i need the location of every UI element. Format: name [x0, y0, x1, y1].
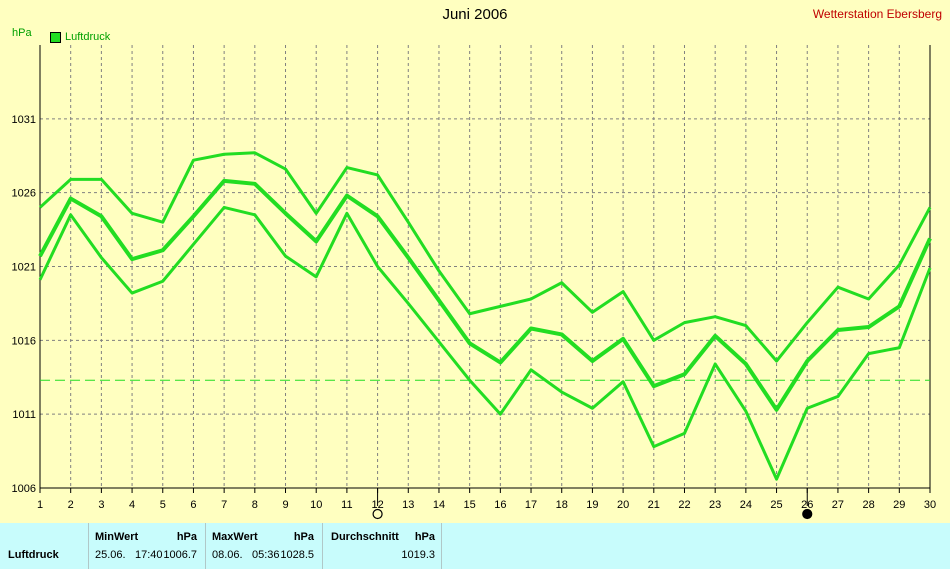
x-tick-label: 14 [433, 499, 445, 511]
y-tick-label: 1011 [12, 409, 36, 421]
x-tick-label: 2 [68, 499, 74, 511]
stats-row-label: Luftdruck [8, 549, 59, 561]
series-line-mean [38, 178, 932, 412]
station-name: Wetterstation Ebersberg [812, 7, 942, 21]
x-tick-label: 21 [648, 499, 660, 511]
min-value: 1006.7 [163, 549, 197, 561]
max-unit: hPa [293, 531, 314, 543]
legend: Luftdruck [50, 31, 110, 43]
series-line-max [38, 151, 932, 363]
x-tick-label: 7 [221, 499, 227, 511]
max-date: 08.06. [212, 549, 243, 561]
x-tick-label: 5 [160, 499, 166, 511]
x-tick-label: 11 [341, 499, 352, 511]
chart-title: Juni 2006 [442, 6, 508, 23]
stats-row-label-cell: Luftdruck [0, 523, 89, 569]
x-tick-label: 18 [556, 499, 568, 511]
x-tick-label: 8 [252, 499, 258, 511]
avg-value: 1019.3 [401, 549, 435, 561]
x-tick-label: 1 [37, 499, 43, 511]
x-tick-label: 20 [617, 499, 629, 511]
min-date: 25.06. [95, 549, 126, 561]
min-header: MinWert [95, 531, 139, 543]
y-axis-unit: hPa [12, 27, 32, 39]
x-tick-label: 16 [494, 499, 506, 511]
min-time: 17:40 [135, 549, 163, 561]
avg-value-cell: Durchschnitt hPa 1019.3 [323, 523, 442, 569]
legend-label: Luftdruck [65, 31, 111, 43]
max-header: MaxWert [212, 531, 258, 543]
x-tick-label: 30 [924, 499, 936, 511]
y-tick-label: 1021 [12, 262, 36, 274]
max-value: 1028.5 [280, 549, 314, 561]
x-tick-label: 4 [129, 499, 135, 511]
max-time: 05:36 [252, 549, 280, 561]
x-tick-label: 22 [678, 499, 690, 511]
min-unit: hPa [176, 531, 197, 543]
series-line-min [38, 205, 932, 481]
x-tick-label: 3 [98, 499, 104, 511]
open-circle-marker [372, 508, 383, 520]
x-tick-label: 9 [282, 499, 288, 511]
x-tick-label: 27 [832, 499, 844, 511]
max-value-cell: MaxWert hPa 08.06. 05:36 1028.5 [206, 523, 323, 569]
y-tick-label: 1026 [12, 188, 36, 200]
y-tick-label: 1006 [12, 483, 36, 495]
x-tick-label: 23 [709, 499, 721, 511]
stats-panel: Luftdruck MinWert hPa 25.06. 17:40 1006.… [0, 523, 950, 569]
x-tick-label: 24 [740, 499, 752, 511]
x-tick-label: 25 [770, 499, 782, 511]
filled-circle-marker [802, 508, 813, 520]
y-tick-label: 1031 [12, 114, 36, 126]
min-value-cell: MinWert hPa 25.06. 17:40 1006.7 [89, 523, 206, 569]
x-tick-label: 15 [464, 499, 476, 511]
x-tick-label: 19 [586, 499, 598, 511]
avg-header: Durchschnitt [331, 531, 399, 543]
x-tick-label: 17 [525, 499, 537, 511]
legend-swatch [50, 31, 61, 43]
x-tick-label: 6 [190, 499, 196, 511]
x-tick-label: 10 [310, 499, 322, 511]
x-tick-label: 29 [893, 499, 905, 511]
y-tick-label: 1016 [12, 335, 36, 347]
avg-unit: hPa [414, 531, 435, 543]
x-tick-label: 28 [862, 499, 874, 511]
x-tick-label: 13 [402, 499, 414, 511]
